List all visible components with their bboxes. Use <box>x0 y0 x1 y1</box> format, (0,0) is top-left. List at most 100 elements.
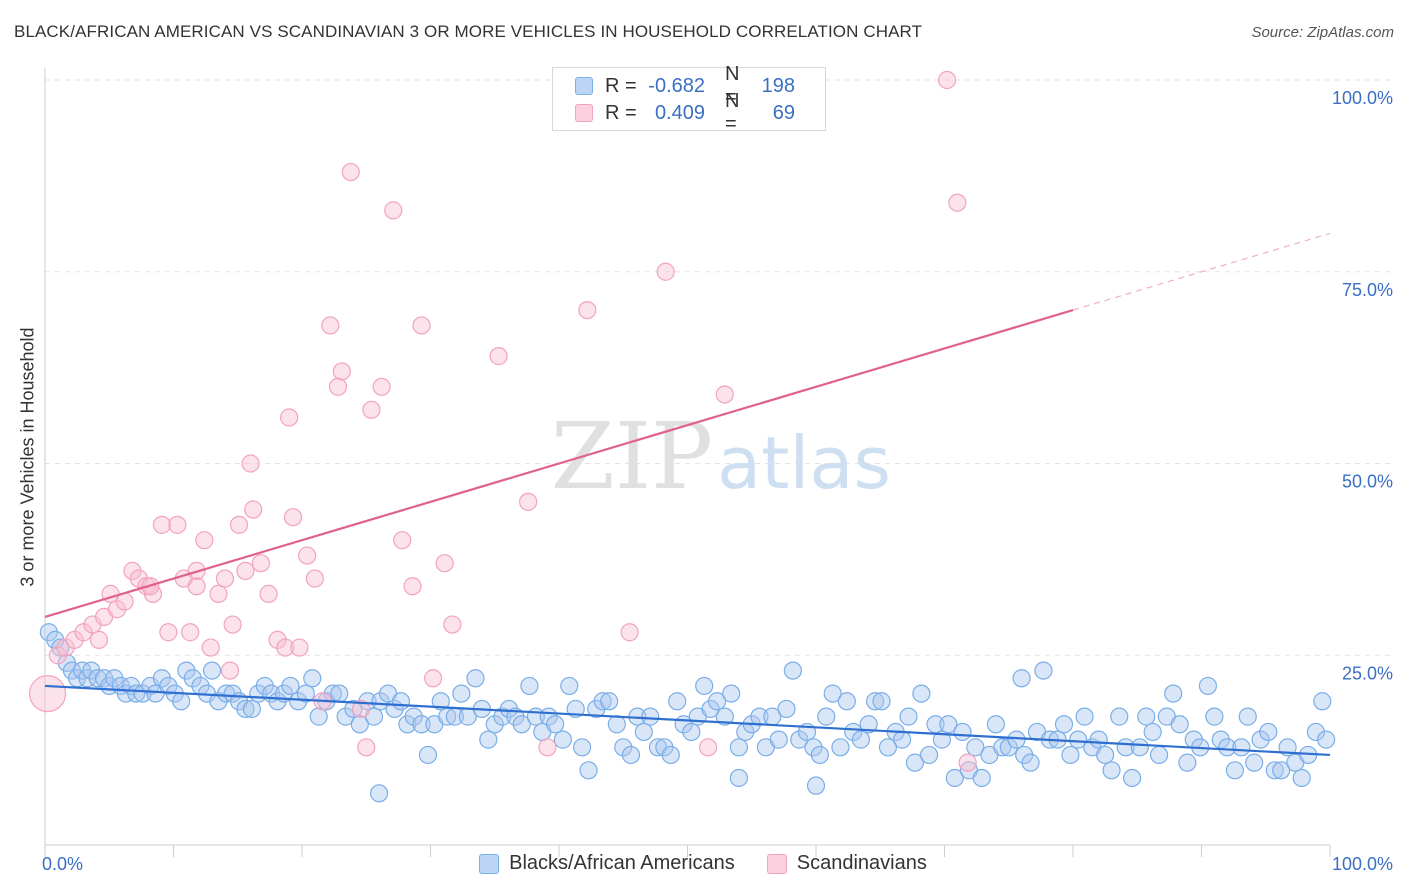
point-scandinavians <box>159 623 178 642</box>
point-scandinavians <box>215 569 234 588</box>
point-blacks <box>783 661 802 680</box>
point-blacks <box>1292 768 1311 788</box>
point-blacks <box>668 692 687 711</box>
point-blacks <box>1075 707 1094 726</box>
point-blacks <box>553 730 572 749</box>
trend-lines <box>44 232 1331 757</box>
tick-labels: 25.0% 50.0% 75.0% 100.0% 0.0% 100.0% <box>42 88 1393 874</box>
series-legend: Blacks/African Americans Scandinavians <box>0 852 1406 875</box>
point-blacks <box>722 684 741 703</box>
data-points <box>28 70 1336 803</box>
legend-swatch-blacks <box>575 77 593 95</box>
point-scandinavians <box>362 400 381 419</box>
point-blacks <box>452 684 471 703</box>
legend-item-scandinavians[interactable]: Scandinavians <box>766 852 927 875</box>
point-blacks <box>878 738 898 757</box>
point-blacks <box>810 745 829 765</box>
point-blacks <box>614 738 633 757</box>
point-blacks <box>404 707 423 726</box>
legend-r-label: R = <box>605 101 637 124</box>
point-blacks <box>579 761 598 780</box>
point-scandinavians <box>195 531 214 550</box>
point-blacks <box>1089 730 1108 749</box>
y-axis-title: 3 or more Vehicles in Household <box>17 327 38 587</box>
point-scandinavians <box>332 362 351 381</box>
point-blacks <box>1232 738 1251 757</box>
point-scandinavians <box>268 630 287 650</box>
grid-lines <box>45 79 1392 656</box>
point-scandinavians <box>181 623 200 642</box>
legend-item-blacks[interactable]: Blacks/African Americans <box>479 852 735 875</box>
point-scandinavians <box>251 554 270 573</box>
point-blacks <box>972 768 991 788</box>
legend-r-value: -0.682 <box>648 74 705 97</box>
point-blacks <box>1245 753 1264 772</box>
point-scandinavians <box>352 699 371 719</box>
point-blacks <box>1137 707 1156 726</box>
point-blacks <box>546 715 565 734</box>
point-scandinavians <box>321 316 340 335</box>
watermark-atlas: atlas <box>717 421 891 505</box>
point-scandinavians <box>341 162 360 182</box>
point-scandinavians <box>152 515 172 534</box>
point-blacks <box>1096 745 1115 765</box>
point-blacks <box>661 745 680 765</box>
point-scandinavians <box>220 661 240 680</box>
point-blacks <box>823 684 842 703</box>
trend-line-blacks <box>44 684 1331 757</box>
legend-n-label: N = <box>725 90 740 135</box>
point-scandinavians <box>280 408 299 427</box>
point-blacks <box>350 715 369 734</box>
x-tick-label: 100.0% <box>1332 854 1393 874</box>
point-blacks <box>1123 768 1142 788</box>
point-scandinavians <box>48 646 67 665</box>
point-blacks <box>777 699 796 719</box>
point-scandinavians <box>443 615 462 634</box>
point-blacks <box>1110 707 1129 726</box>
legend-row-scandinavians: R = 0.409 N = 69 <box>575 90 795 135</box>
point-scandinavians <box>519 492 538 511</box>
legend-n-value: 69 <box>772 101 795 124</box>
point-blacks <box>1238 707 1257 726</box>
point-blacks <box>520 676 539 696</box>
point-scandinavians <box>229 515 249 534</box>
point-blacks <box>844 722 863 742</box>
point-scandinavians <box>937 70 957 90</box>
point-blacks <box>418 745 438 765</box>
point-blacks <box>236 699 255 719</box>
point-blacks <box>1007 730 1026 749</box>
legend-swatch-scandinavians <box>575 104 593 122</box>
point-blacks <box>412 715 431 734</box>
point-blacks <box>715 707 734 726</box>
point-blacks <box>1164 684 1183 703</box>
point-scandinavians <box>489 347 508 366</box>
point-blacks <box>1102 761 1121 780</box>
point-blacks <box>1225 761 1245 780</box>
legend-n-value: 198 <box>761 74 795 97</box>
point-blacks <box>621 745 641 765</box>
y-tick-label: 75.0% <box>1342 280 1393 300</box>
point-blacks <box>1170 715 1189 734</box>
legend-n-label: N = <box>725 63 740 108</box>
point-blacks <box>209 692 228 711</box>
point-blacks <box>593 692 612 711</box>
point-blacks <box>1306 722 1325 742</box>
point-blacks <box>336 707 355 726</box>
point-scandinavians <box>403 577 422 596</box>
point-blacks <box>695 676 714 696</box>
point-blacks <box>1251 730 1270 749</box>
point-blacks <box>303 669 322 688</box>
point-blacks <box>309 707 328 726</box>
point-blacks <box>1021 753 1040 772</box>
point-scandinavians <box>89 630 109 650</box>
source-label: Source: ZipAtlas.com <box>1251 24 1394 41</box>
point-blacks <box>607 715 626 734</box>
point-blacks <box>1272 761 1291 780</box>
point-scandinavians <box>201 638 220 657</box>
point-blacks <box>560 676 579 696</box>
point-blacks <box>172 692 191 711</box>
chart-title: BLACK/AFRICAN AMERICAN VS SCANDINAVIAN 3… <box>14 22 923 41</box>
point-scandinavians <box>241 454 260 473</box>
point-blacks <box>872 692 891 711</box>
